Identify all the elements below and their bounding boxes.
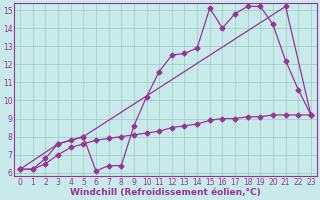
X-axis label: Windchill (Refroidissement éolien,°C): Windchill (Refroidissement éolien,°C) bbox=[70, 188, 261, 197]
